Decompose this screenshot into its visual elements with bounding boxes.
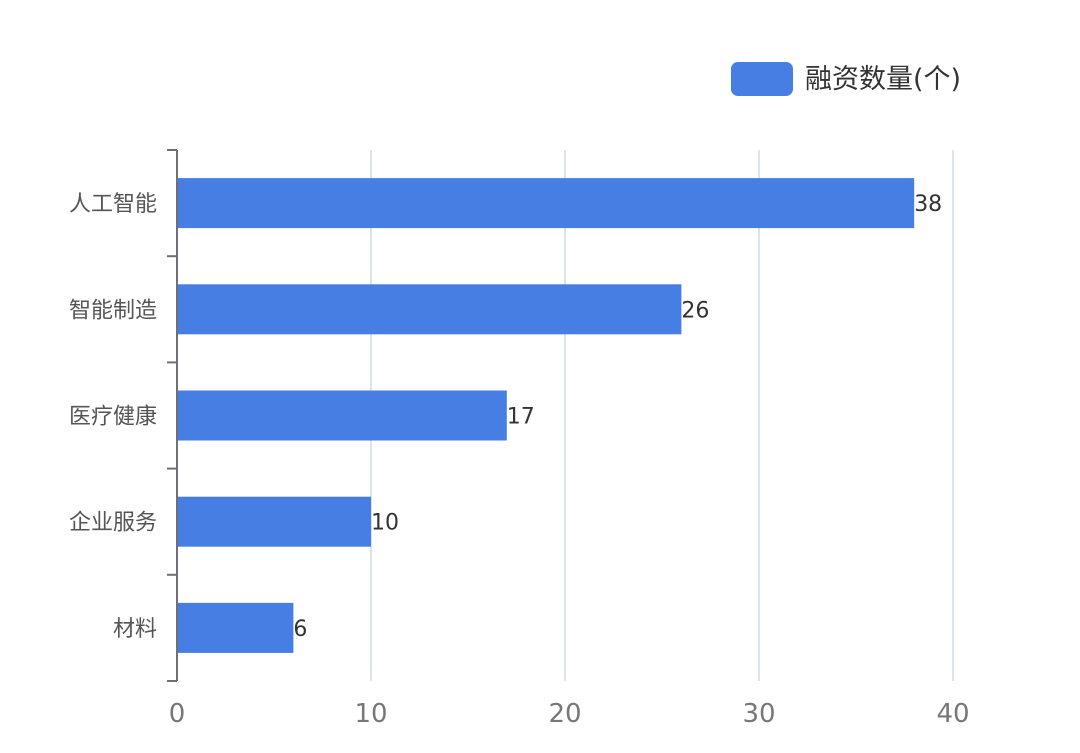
x-tick-label: 0 xyxy=(169,699,186,729)
category-label: 人工智能 xyxy=(69,192,157,217)
category-label: 材料 xyxy=(113,617,157,642)
category-label: 企业服务 xyxy=(69,511,157,536)
legend: 融资数量(个) xyxy=(731,62,961,96)
bar xyxy=(177,390,507,441)
bar xyxy=(177,178,915,229)
x-tick-label: 20 xyxy=(548,699,581,729)
labels: 0 10 20 30 40 人工智能 38 智能制造 26 医疗健康 17 企业服务 10 材料 6 xyxy=(69,192,970,729)
x-tick-label: 40 xyxy=(936,699,969,729)
category-label: 智能制造 xyxy=(69,298,157,323)
category-label: 医疗健康 xyxy=(69,405,157,430)
bar xyxy=(177,496,371,547)
x-tick-label: 30 xyxy=(742,699,775,729)
data-label: 17 xyxy=(507,405,535,430)
axes xyxy=(167,149,178,682)
bar xyxy=(177,602,294,653)
data-label: 26 xyxy=(681,298,709,323)
x-tick-label: 10 xyxy=(354,699,387,729)
data-label: 10 xyxy=(371,511,399,536)
legend-label: 融资数量(个) xyxy=(805,64,961,95)
bars xyxy=(177,178,915,653)
data-label: 6 xyxy=(293,617,307,642)
legend-swatch xyxy=(731,62,793,96)
bar xyxy=(177,284,682,335)
data-label: 38 xyxy=(914,192,942,217)
